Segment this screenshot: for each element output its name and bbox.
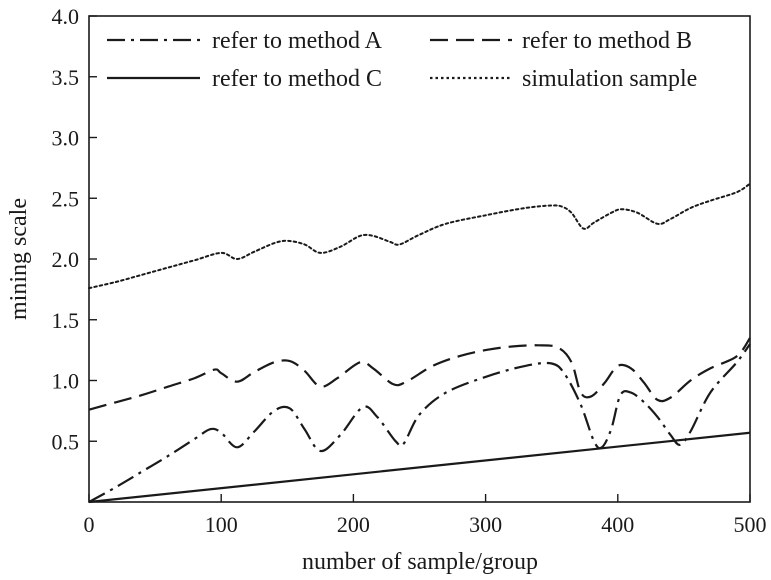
- y-tick-label: 0.5: [52, 429, 80, 454]
- y-tick-label: 2.0: [52, 247, 80, 272]
- legend-label: refer to method B: [522, 28, 692, 54]
- x-tick-label: 400: [601, 512, 634, 537]
- y-axis: 0.5 1.0 1.5 2.0 2.5 3.0 3.5 4.0: [52, 4, 97, 454]
- x-tick-label: 300: [469, 512, 502, 537]
- x-tick-label: 100: [205, 512, 238, 537]
- y-tick-label: 4.0: [52, 4, 80, 29]
- legend-label: refer to method C: [212, 66, 382, 92]
- x-tick-label: 0: [84, 512, 95, 537]
- y-tick-label: 1.5: [52, 308, 80, 333]
- x-axis-title: number of sample/group: [302, 549, 538, 575]
- y-axis-title: mining scale: [6, 198, 32, 320]
- series-layer: [88, 182, 751, 504]
- x-axis: 0 100 200 300 400 500: [84, 494, 767, 537]
- series-line-refer-to-method-b: [88, 337, 751, 411]
- series-line-refer-to-method-c: [88, 431, 751, 504]
- legend-label: simulation sample: [522, 66, 697, 92]
- y-tick-label: 3.0: [52, 126, 80, 151]
- y-tick-label: 2.5: [52, 186, 80, 211]
- plot-frame: [88, 15, 751, 503]
- series-line-refer-to-method-a: [88, 343, 751, 503]
- y-tick-label: 1.0: [52, 369, 80, 394]
- x-tick-label: 500: [734, 512, 767, 537]
- x-tick-label: 200: [337, 512, 370, 537]
- y-tick-label: 3.5: [52, 65, 80, 90]
- series-line-simulation-sample: [88, 182, 751, 290]
- legend-label: refer to method A: [212, 28, 383, 54]
- legend: refer to method A refer to method B refer …: [107, 28, 697, 92]
